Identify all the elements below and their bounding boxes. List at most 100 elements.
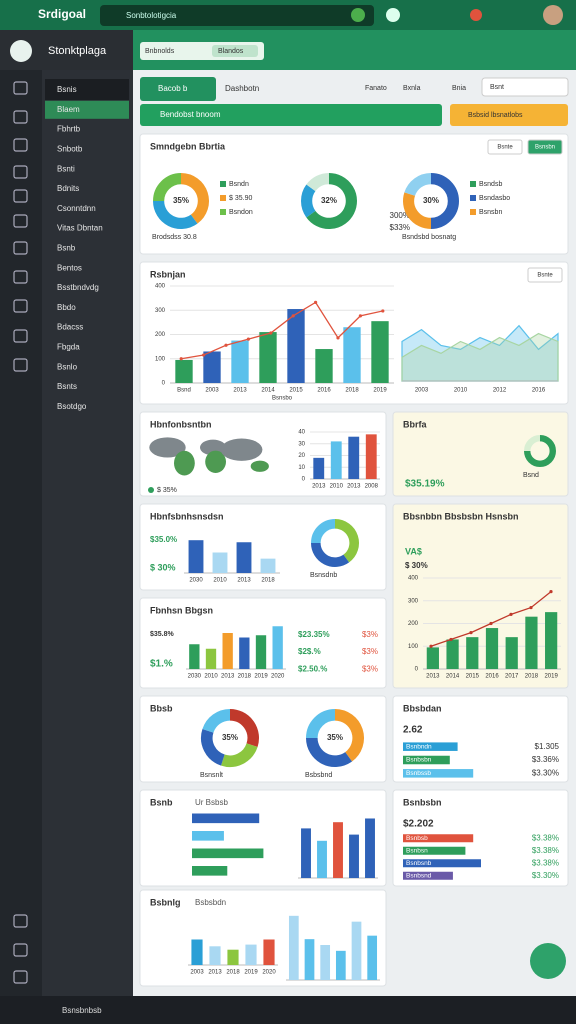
x-tick-label: 2003 — [205, 388, 219, 394]
list-bar — [403, 871, 453, 880]
tab[interactable]: Bacob b — [158, 84, 188, 93]
map-region — [220, 438, 263, 461]
line-point — [291, 314, 295, 318]
avatar[interactable] — [543, 5, 563, 25]
legend-label: Bsndasbo — [479, 195, 510, 202]
panel-subtitle: Ur Bsbsb — [195, 798, 228, 807]
panel-title: Bbsbdan — [403, 703, 442, 713]
panel: Bbsb 35% Bsnsnlt 35% Bsbsbnd — [139, 695, 387, 783]
menu-item[interactable]: Blaem — [57, 105, 80, 114]
menu-item[interactable]: Bsnb — [57, 244, 76, 253]
x-tick-label: 2019 — [544, 674, 558, 680]
y-tick-label: 20 — [298, 453, 305, 459]
donut-segment — [153, 200, 198, 229]
pill[interactable] — [212, 45, 258, 57]
x-tick-label: 2013 — [347, 484, 361, 490]
search-button[interactable] — [351, 8, 365, 22]
bar — [263, 939, 275, 965]
list-label: Bsnbssb — [406, 770, 431, 777]
menu-item[interactable]: Snbotb — [57, 145, 83, 154]
alert[interactable] — [450, 104, 568, 126]
donut-segment — [306, 173, 330, 192]
list-value: $3.38% — [532, 846, 559, 855]
bar — [301, 828, 311, 878]
panel-button[interactable] — [487, 139, 523, 155]
chart-note: Bsndsbd bosnatg — [402, 234, 456, 241]
rail-icon — [13, 270, 28, 284]
x-tick-label: 2013 — [426, 674, 440, 680]
menu-item[interactable]: Bsnti — [57, 164, 75, 173]
bar — [236, 542, 252, 573]
tab[interactable]: Dashbotn — [225, 84, 259, 93]
list-label: Bsnbsnb — [406, 860, 432, 867]
line-point — [224, 343, 228, 347]
x-tick-label: 2020 — [271, 674, 285, 680]
line-point — [269, 331, 273, 335]
panel: Fbnhsn Bbgsn$35.8%$1.%2030 2010 2013 2018 20… — [139, 597, 387, 689]
rail-icon — [13, 299, 28, 313]
bar — [333, 822, 343, 878]
menu-item[interactable]: Fbgda — [57, 343, 80, 352]
taskbar-search[interactable]: Bsnsbnbsb — [62, 1006, 102, 1015]
panel-bg — [392, 411, 569, 497]
panel-button[interactable] — [527, 267, 563, 283]
filter[interactable]: Bxnla — [403, 85, 421, 92]
panel-bg — [139, 695, 387, 783]
chart-note: $ 35% — [157, 487, 177, 494]
fab[interactable] — [530, 943, 566, 979]
menu-item[interactable]: Fbhrtb — [57, 125, 81, 134]
stat: $2.202 — [403, 819, 434, 830]
chart-note: Bsbsbnd — [305, 772, 332, 779]
chart-note: Bsnsnlt — [200, 772, 223, 779]
x-tick-label: 2013 — [233, 388, 247, 394]
x-tick-label: 2018 — [261, 578, 275, 584]
menu-item[interactable]: Bsotdgo — [57, 402, 87, 411]
chart-note: Brodsdss 30.8 — [152, 234, 197, 241]
x-tick-label: 2019 — [254, 674, 268, 680]
list-label: Bsnbsbn — [406, 757, 432, 764]
icon[interactable] — [386, 8, 400, 22]
panel: Rsbnjan Bsnte 0 100 200 300 400 Bsnd 2003 2013 201… — [139, 261, 569, 405]
x-tick-label: 2015 — [289, 388, 303, 394]
menu-item[interactable]: Bsstbndvdg — [57, 283, 99, 292]
menu-item[interactable]: Bsnis — [57, 85, 77, 94]
panel-title: Bbsnbbn Bbsbsbn Hsnsbn — [403, 511, 519, 521]
menu-item[interactable]: Vitas Dbntan — [57, 224, 103, 233]
panel-button-label: Bsnsbn — [535, 145, 555, 151]
search-box[interactable] — [100, 5, 374, 26]
tab-active[interactable] — [140, 77, 216, 101]
toolbar-select[interactable] — [481, 77, 569, 97]
sidebar-title: Stonktplaga — [48, 45, 107, 57]
search-placeholder: Sonbtolotigcia — [126, 11, 177, 20]
notification[interactable] — [470, 9, 482, 21]
y-tick-label: 0 — [162, 381, 166, 387]
menu-item[interactable]: Csonntdnn — [57, 204, 96, 213]
bar — [191, 939, 203, 965]
menu-item[interactable]: Bsnlo — [57, 362, 78, 371]
y-tick-label: 40 — [298, 430, 305, 436]
donut-note: 300% — [390, 211, 410, 220]
list-value: $3.30% — [532, 768, 559, 777]
stat: $ 30% — [150, 562, 176, 572]
list-value: $1.305 — [535, 742, 560, 751]
panel-button[interactable] — [527, 139, 563, 155]
menu-item[interactable]: Bentos — [57, 263, 82, 272]
list-bar — [403, 742, 458, 751]
x-tick-label: 2008 — [365, 484, 379, 490]
line-point — [469, 631, 473, 635]
panel-button-label: Bsnte — [497, 145, 513, 151]
filter[interactable]: Fanato — [365, 85, 387, 92]
menu-item[interactable]: Bdacss — [57, 323, 83, 332]
panel-title: Smndgebn Bbrtia — [150, 141, 226, 151]
filter[interactable]: Bnia — [452, 85, 466, 92]
panel-title: Bbrfa — [403, 419, 427, 429]
donut-segment — [229, 709, 259, 747]
bar — [330, 441, 342, 479]
panel: Bbrfa $35.19% Bsnd — [392, 411, 569, 497]
x-tick-label: 2020 — [262, 970, 276, 976]
menu-item[interactable]: Bsnts — [57, 382, 77, 391]
menu-item[interactable]: Bdnits — [57, 184, 79, 193]
legend-label: Bsndn — [229, 181, 249, 188]
menu-item[interactable]: Bbdo — [57, 303, 76, 312]
